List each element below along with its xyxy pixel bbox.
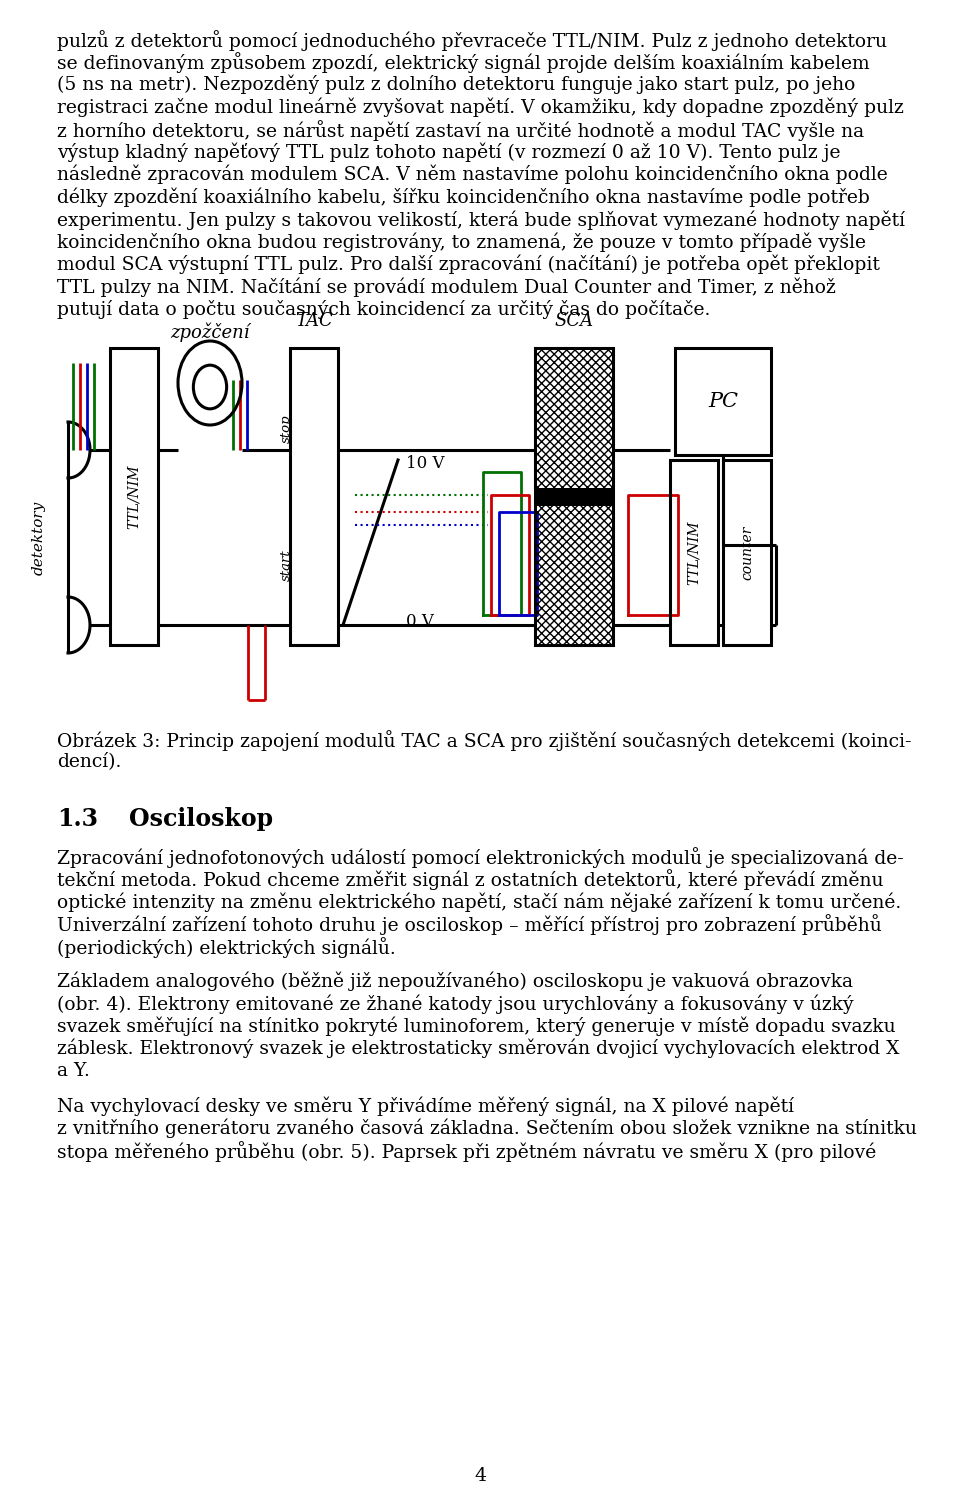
Text: PC: PC <box>708 392 738 411</box>
Text: 0 V: 0 V <box>406 613 434 629</box>
Text: svazek směřující na stínitko pokryté luminoforem, který generuje v místě dopadu : svazek směřující na stínitko pokryté lum… <box>57 1017 896 1036</box>
Text: se definovaným způsobem zpozdí, elektrický signál projde delším koaxiálním kabel: se definovaným způsobem zpozdí, elektric… <box>57 52 870 73</box>
Text: TTL pulzy na NIM. Načítání se provádí modulem Dual Counter and Timer, z něhož: TTL pulzy na NIM. Načítání se provádí mo… <box>57 278 836 298</box>
Bar <box>535 348 613 644</box>
Text: TTL/NIM: TTL/NIM <box>687 520 701 585</box>
Bar <box>723 460 771 644</box>
Text: Základem analogového (běžně již nepoužívaného) osciloskopu je vakuová obrazovka: Základem analogového (běžně již nepoužív… <box>57 972 853 991</box>
Text: stop: stop <box>279 414 293 443</box>
Text: stopa měřeného průběhu (obr. 5). Paprsek při zpětném návratu ve směru X (pro pil: stopa měřeného průběhu (obr. 5). Paprsek… <box>57 1141 876 1162</box>
Text: experimentu. Jen pulzy s takovou velikostí, která bude splňovat vymezané hodnoty: experimentu. Jen pulzy s takovou velikos… <box>57 209 905 230</box>
Text: optické intenzity na změnu elektrického napětí, stačí nám nějaké zařízení k tomu: optické intenzity na změnu elektrického … <box>57 893 901 912</box>
Text: Obrázek 3: Princip zapojení modulů TAC a SCA pro zjištění současných detekcemi (: Obrázek 3: Princip zapojení modulů TAC a… <box>57 730 911 750</box>
Text: registraci začne modul lineárně zvyšovat napětí. V okamžiku, kdy dopadne zpozděn: registraci začne modul lineárně zvyšovat… <box>57 97 904 117</box>
Text: koincidenčního okna budou registrovány, to znamená, že pouze v tomto případě vyš: koincidenčního okna budou registrovány, … <box>57 233 866 253</box>
Text: pulzů z detektorů pomocí jednoduchého převraceče TTL/NIM. Pulz z jednoho detekto: pulzů z detektorů pomocí jednoduchého př… <box>57 30 887 51</box>
Text: Zpracování jednofotonových událostí pomocí elektronických modulů je specializova: Zpracování jednofotonových událostí pomo… <box>57 848 903 869</box>
Text: (5 ns na metr). Nezpozděný pulz z dolního detektoru funguje jako start pulz, po : (5 ns na metr). Nezpozděný pulz z dolníh… <box>57 75 855 94</box>
Text: a Y.: a Y. <box>57 1061 90 1079</box>
Text: dencí).: dencí). <box>57 752 121 770</box>
Text: Univerzální zařízení tohoto druhu je osciloskop – měřící přístroj pro zobrazení : Univerzální zařízení tohoto druhu je osc… <box>57 915 881 936</box>
Text: Osciloskop: Osciloskop <box>129 807 274 831</box>
Bar <box>670 460 718 644</box>
Text: modul SCA výstupní TTL pulz. Pro další zpracování (načítání) je potřeba opět pře: modul SCA výstupní TTL pulz. Pro další z… <box>57 256 880 275</box>
Text: 10 V: 10 V <box>406 456 444 472</box>
Text: výstup kladný napěťový TTL pulz tohoto napětí (v rozmezí 0 až 10 V). Tento pulz : výstup kladný napěťový TTL pulz tohoto n… <box>57 142 841 161</box>
Bar <box>110 348 158 644</box>
Text: délky zpozdění koaxiálního kabelu, šířku koincidenčního okna nastavíme podle pot: délky zpozdění koaxiálního kabelu, šířku… <box>57 187 870 206</box>
Text: 1.3: 1.3 <box>57 807 98 831</box>
Text: detektory: detektory <box>32 501 46 574</box>
Text: následně zpracován modulem SCA. V něm nastavíme polohu koincidenčního okna podle: následně zpracován modulem SCA. V něm na… <box>57 164 888 184</box>
Text: (periodických) elektrických signálů.: (periodických) elektrických signálů. <box>57 937 396 958</box>
Text: (obr. 4). Elektrony emitované ze žhané katody jsou urychlovány a fokusovány v úz: (obr. 4). Elektrony emitované ze žhané k… <box>57 994 853 1014</box>
Text: záblesk. Elektronový svazek je elektrostaticky směrován dvojicí vychylovacích el: záblesk. Elektronový svazek je elektrost… <box>57 1039 900 1058</box>
Text: SCA: SCA <box>555 312 593 330</box>
Text: zpožčení: zpožčení <box>170 323 250 342</box>
Text: TTL/NIM: TTL/NIM <box>127 465 141 529</box>
Text: tekční metoda. Pokud chceme změřit signál z ostatních detektorů, které převádí z: tekční metoda. Pokud chceme změřit signá… <box>57 870 883 891</box>
Text: TAC: TAC <box>295 312 333 330</box>
Text: z vnitřního generátoru zvaného časová základna. Sečtením obou složek vznikne na : z vnitřního generátoru zvaného časová zá… <box>57 1118 917 1138</box>
Text: 4: 4 <box>474 1467 486 1485</box>
Text: z horního detektoru, se nárůst napětí zastaví na určité hodnotě a modul TAC vyšl: z horního detektoru, se nárůst napětí za… <box>57 120 864 141</box>
Text: putují data o počtu současných koincidencí za určitý čas do počítače.: putují data o počtu současných koinciden… <box>57 300 710 318</box>
Bar <box>290 348 338 644</box>
Text: Na vychylovací desky ve směru Y přivádíme měřený signál, na X pilové napětí: Na vychylovací desky ve směru Y přivádím… <box>57 1096 794 1115</box>
Bar <box>675 348 771 454</box>
Bar <box>535 487 613 505</box>
Text: start: start <box>279 549 293 580</box>
Text: counter: counter <box>740 525 754 580</box>
